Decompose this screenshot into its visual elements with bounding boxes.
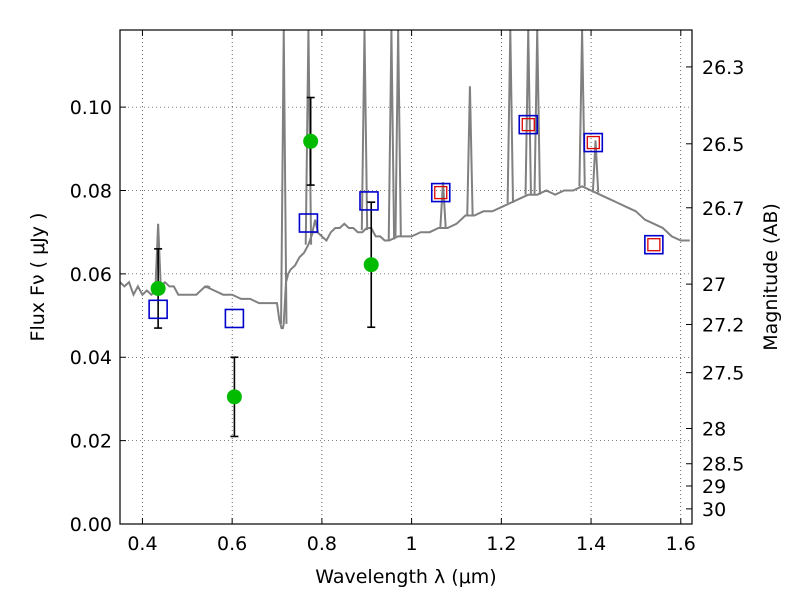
x-axis-title: Wavelength λ (μm) (315, 566, 496, 588)
mag-tick-label: 26.3 (702, 57, 744, 79)
mag-tick-label: 27 (702, 274, 726, 296)
axis-labels: Wavelength λ (μm) Flux Fν ( μJy ) Magnit… (27, 203, 782, 588)
model-band-flux-square (583, 132, 604, 153)
emission-line-peak (439, 182, 447, 229)
y-tick-label: 0.00 (70, 514, 112, 536)
emission-line-peak (466, 86, 474, 216)
emission-line-peak (280, 30, 288, 324)
mag-tick-label: 26.5 (702, 134, 744, 156)
y2-axis-title: Magnitude (AB) (760, 203, 782, 351)
y-axis-title: Flux Fν ( μJy ) (27, 213, 49, 342)
emission-line-peak (204, 285, 211, 289)
mag-tick-label: 27.5 (702, 363, 744, 385)
model-band-flux-square (430, 182, 451, 203)
emission-line-peak (154, 223, 162, 289)
x-tick-label: 0.6 (217, 533, 247, 555)
x-tick-label: 0.8 (307, 533, 337, 555)
x-tick-label: 1.2 (486, 533, 516, 555)
plot-frame (119, 29, 693, 525)
y-tick-label: 0.04 (70, 347, 112, 369)
emission-line-peak (387, 30, 396, 240)
model-band-flux-square (148, 299, 168, 320)
mag-tick-label: 30 (702, 499, 726, 521)
mag-tick-label: 28.5 (702, 454, 744, 476)
axis-ticks: 0.4 0.6 0.8 1 1.2 1.4 1.6 0.00 0.02 0.04 0.06 0.08 0… (70, 30, 744, 555)
x-tick-label: 1 (406, 533, 418, 555)
mag-tick-label: 27.2 (702, 314, 744, 336)
model-band-flux-square (298, 213, 319, 233)
x-tick-label: 0.4 (127, 533, 157, 555)
emission-line-peak (506, 30, 514, 204)
photometry-point (150, 280, 166, 296)
y-tick-label: 0.02 (70, 431, 112, 453)
photometry-point (363, 257, 379, 273)
x-tick-label: 1.4 (576, 533, 606, 555)
emission-line-peak (533, 30, 541, 195)
red-square (521, 117, 535, 132)
y-tick-label: 0.08 (70, 180, 112, 202)
grid (120, 30, 692, 524)
model-spectrum-line (120, 185, 690, 330)
model-band-flux-square (224, 308, 245, 329)
emission-line-peak (394, 30, 402, 237)
emission-line-peak (591, 140, 600, 193)
y-tick-label: 0.06 (70, 264, 112, 286)
x-tick-label: 1.6 (666, 533, 696, 555)
photometry-point (303, 133, 319, 149)
emission-line-peak (360, 30, 369, 231)
y-tick-label: 0.10 (70, 97, 112, 119)
red-square (647, 238, 661, 252)
red-square (586, 135, 600, 150)
mag-tick-label: 28 (702, 418, 726, 440)
red-square (434, 185, 448, 200)
model-band-flux-square (359, 191, 379, 211)
plot-area (120, 30, 690, 438)
model-band-flux-square (644, 234, 664, 255)
mag-tick-label: 29 (702, 476, 726, 498)
mag-tick-label: 26.7 (702, 198, 744, 220)
emission-line-peak (524, 30, 532, 195)
photometry-point (226, 389, 242, 405)
model-band-flux-square (518, 114, 539, 135)
